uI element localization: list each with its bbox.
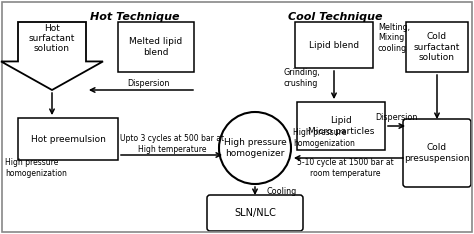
Text: High pressure
homogenizer: High pressure homogenizer <box>224 138 286 158</box>
FancyBboxPatch shape <box>207 195 303 231</box>
Text: 5-10 cycle at 1500 bar at
room temperature: 5-10 cycle at 1500 bar at room temperatu… <box>297 158 393 178</box>
FancyBboxPatch shape <box>297 102 385 150</box>
Text: High pressure
homogenization: High pressure homogenization <box>293 128 355 148</box>
Text: High pressure
homogenization: High pressure homogenization <box>5 158 67 178</box>
Text: Hot
surfactant
solution: Hot surfactant solution <box>29 24 75 53</box>
Text: Melting,
Mixing
cooling: Melting, Mixing cooling <box>378 23 410 53</box>
FancyBboxPatch shape <box>118 22 194 72</box>
Text: SLN/NLC: SLN/NLC <box>234 208 276 218</box>
Text: Hot preemulsion: Hot preemulsion <box>30 135 105 143</box>
Text: Cooling: Cooling <box>267 187 297 197</box>
FancyBboxPatch shape <box>295 22 373 68</box>
FancyBboxPatch shape <box>18 118 118 160</box>
Text: Hot Technique: Hot Technique <box>90 12 180 22</box>
Text: Lipid
Micro particles: Lipid Micro particles <box>308 116 374 136</box>
FancyBboxPatch shape <box>406 22 468 72</box>
Circle shape <box>219 112 291 184</box>
Text: Cold
presuspension: Cold presuspension <box>404 143 470 163</box>
Text: Dispersion: Dispersion <box>127 78 169 88</box>
Text: Lipid blend: Lipid blend <box>309 40 359 50</box>
Text: Cool Technique: Cool Technique <box>288 12 382 22</box>
Text: Cold
surfactant
solution: Cold surfactant solution <box>414 32 460 62</box>
Text: Dispersion: Dispersion <box>375 113 417 123</box>
Polygon shape <box>1 22 103 90</box>
Text: Melted lipid
blend: Melted lipid blend <box>129 37 182 57</box>
Text: Grinding,
crushing: Grinding, crushing <box>284 68 321 88</box>
FancyBboxPatch shape <box>403 119 471 187</box>
Text: Upto 3 cycles at 500 bar at
High temperature: Upto 3 cycles at 500 bar at High tempera… <box>120 134 224 154</box>
